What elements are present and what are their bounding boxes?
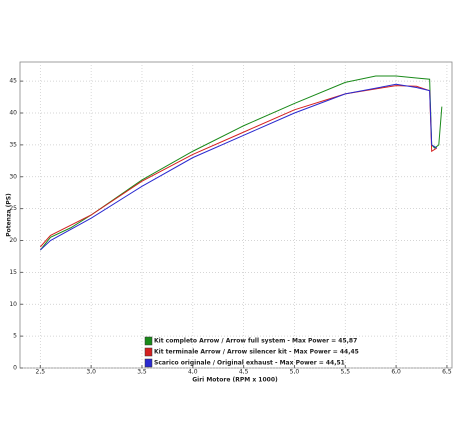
x-tick-label: 3,5: [137, 369, 147, 376]
x-tick-label: 4,5: [239, 369, 249, 376]
legend-swatch: [144, 347, 153, 357]
y-tick-label: 15: [9, 269, 17, 276]
y-tick-label: 40: [9, 110, 17, 117]
x-axis-label: Giri Motore (RPM x 1000): [192, 377, 278, 384]
y-tick-label: 20: [9, 237, 17, 244]
y-tick-label: 30: [9, 173, 17, 180]
y-tick-label: 0: [13, 365, 17, 372]
x-tick-label: 5,5: [340, 369, 350, 376]
x-tick-label: 6,0: [391, 369, 401, 376]
x-tick-label: 5,0: [290, 369, 300, 376]
legend-label: Kit completo Arrow / Arrow full system -…: [154, 338, 357, 345]
legend-swatch: [144, 358, 153, 368]
legend-label: Scarico originale / Original exhaust - M…: [154, 360, 345, 367]
legend-swatch: [144, 336, 153, 346]
series-line: [39, 83, 438, 251]
y-tick-label: 10: [9, 301, 17, 308]
legend-label: Kit terminale Arrow / Arrow silencer kit…: [154, 349, 359, 356]
y-tick-label: 5: [13, 333, 17, 340]
x-tick-label: 2,5: [36, 369, 46, 376]
x-tick-label: 3,0: [86, 369, 96, 376]
plot-frame: [19, 61, 453, 369]
y-axis-label: Potenza (PS): [6, 193, 13, 237]
x-tick-label: 6,5: [442, 369, 452, 376]
y-tick-label: 25: [9, 205, 17, 212]
y-tick-label: 45: [9, 78, 17, 85]
y-tick-label: 35: [9, 141, 17, 148]
x-tick-label: 4,0: [188, 369, 198, 376]
